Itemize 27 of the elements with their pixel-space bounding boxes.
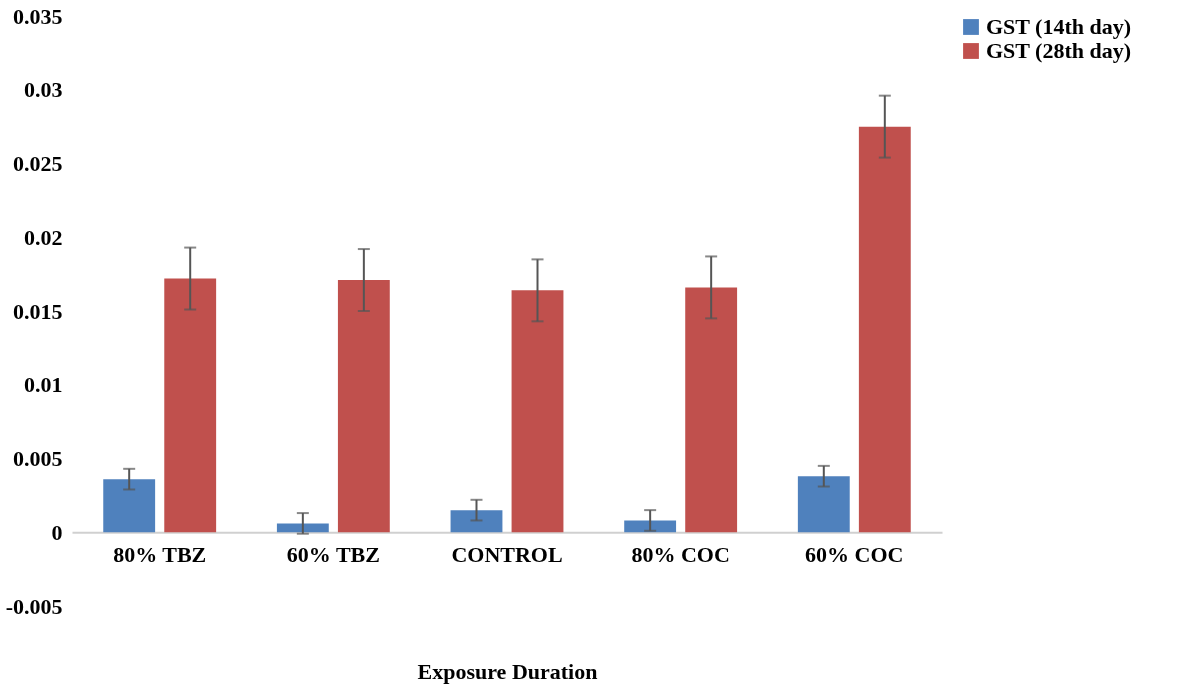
y-tick-label: 0 bbox=[51, 519, 63, 545]
bar bbox=[164, 278, 217, 533]
x-tick-label: CONTROL bbox=[451, 541, 563, 567]
bar bbox=[511, 290, 564, 533]
y-tick-label: 0.01 bbox=[24, 372, 63, 398]
y-tick-label: 0.02 bbox=[24, 224, 63, 250]
y-tick-label: 0.005 bbox=[13, 446, 63, 471]
bar bbox=[276, 523, 329, 533]
y-tick-label: 0.015 bbox=[13, 298, 63, 324]
bar bbox=[797, 476, 850, 533]
x-tick-label: 80% COC bbox=[631, 541, 730, 567]
bar bbox=[103, 479, 156, 533]
y-tick-label: 0.03 bbox=[24, 77, 63, 103]
y-tick-label: 0.035 bbox=[13, 3, 63, 29]
bar bbox=[624, 520, 677, 533]
x-tick-label: 60% COC bbox=[805, 541, 904, 567]
legend-label: GST (14th day) bbox=[986, 14, 1132, 39]
y-tick-label: -0.005 bbox=[5, 593, 63, 619]
bar bbox=[450, 510, 503, 533]
x-tick-label: 80% TBZ bbox=[113, 541, 207, 567]
x-tick-label: 60% TBZ bbox=[286, 541, 380, 567]
x-axis-title: Exposure Duration bbox=[417, 658, 598, 684]
y-tick-label: 0.025 bbox=[13, 151, 63, 176]
legend-label: GST (28th day) bbox=[986, 38, 1132, 63]
bar bbox=[858, 126, 911, 533]
bar bbox=[685, 287, 738, 533]
bar bbox=[337, 280, 390, 533]
